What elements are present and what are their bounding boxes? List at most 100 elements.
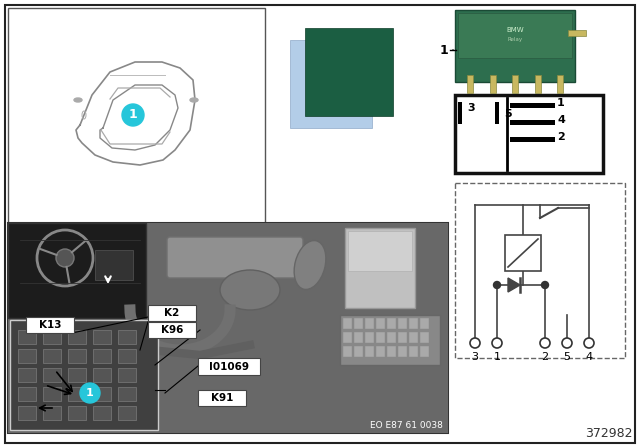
Circle shape bbox=[56, 249, 74, 267]
Bar bbox=[43, 387, 61, 401]
Bar bbox=[8, 223, 146, 318]
Text: BMW: BMW bbox=[506, 27, 524, 33]
Bar bbox=[505, 235, 541, 271]
Bar bbox=[68, 368, 86, 382]
Bar bbox=[43, 368, 61, 382]
FancyBboxPatch shape bbox=[167, 237, 303, 278]
Bar bbox=[510, 120, 555, 125]
Ellipse shape bbox=[294, 241, 326, 289]
Circle shape bbox=[122, 104, 144, 126]
Text: I01069: I01069 bbox=[209, 362, 249, 371]
Bar bbox=[93, 368, 111, 382]
Bar bbox=[290, 40, 372, 128]
Bar bbox=[398, 332, 407, 343]
Text: 1: 1 bbox=[129, 108, 138, 121]
Bar bbox=[340, 315, 440, 365]
Bar bbox=[118, 349, 136, 363]
Text: Relay: Relay bbox=[508, 38, 523, 43]
Bar bbox=[365, 346, 374, 357]
Bar bbox=[26, 317, 74, 333]
Bar bbox=[95, 250, 133, 280]
Bar bbox=[198, 390, 246, 406]
Bar bbox=[387, 318, 396, 329]
Circle shape bbox=[470, 338, 480, 348]
Bar bbox=[458, 102, 462, 124]
Bar bbox=[387, 346, 396, 357]
Bar bbox=[43, 349, 61, 363]
Bar bbox=[343, 346, 352, 357]
Bar bbox=[420, 332, 429, 343]
Ellipse shape bbox=[74, 98, 82, 102]
Bar bbox=[376, 346, 385, 357]
Text: K91: K91 bbox=[211, 393, 233, 403]
Bar bbox=[43, 330, 61, 344]
Circle shape bbox=[540, 338, 550, 348]
Bar bbox=[354, 318, 363, 329]
Text: 3: 3 bbox=[472, 352, 479, 362]
Bar bbox=[10, 320, 158, 430]
Bar bbox=[343, 318, 352, 329]
Circle shape bbox=[80, 383, 100, 403]
Bar bbox=[68, 330, 86, 344]
Bar bbox=[510, 103, 555, 108]
Bar bbox=[510, 137, 555, 142]
Polygon shape bbox=[508, 278, 520, 292]
Bar bbox=[557, 75, 563, 93]
Bar bbox=[8, 223, 448, 433]
Bar bbox=[365, 332, 374, 343]
Circle shape bbox=[493, 281, 500, 289]
Circle shape bbox=[584, 338, 594, 348]
Bar bbox=[305, 28, 393, 116]
Text: 3: 3 bbox=[467, 103, 475, 113]
Text: 1: 1 bbox=[439, 43, 448, 56]
Bar bbox=[118, 330, 136, 344]
Bar bbox=[93, 330, 111, 344]
Bar bbox=[148, 322, 196, 338]
Text: K13: K13 bbox=[39, 320, 61, 330]
Bar bbox=[348, 231, 412, 271]
Bar bbox=[18, 406, 36, 420]
Bar bbox=[455, 95, 603, 173]
Text: K2: K2 bbox=[164, 308, 180, 318]
Bar bbox=[458, 13, 572, 58]
Bar bbox=[420, 346, 429, 357]
Bar bbox=[68, 349, 86, 363]
Text: 1: 1 bbox=[557, 98, 564, 108]
Bar bbox=[8, 8, 265, 223]
Text: 4: 4 bbox=[557, 115, 565, 125]
Bar bbox=[93, 349, 111, 363]
Bar bbox=[118, 387, 136, 401]
Bar bbox=[354, 346, 363, 357]
Bar bbox=[409, 318, 418, 329]
Bar bbox=[198, 358, 260, 375]
Bar bbox=[512, 75, 518, 93]
Ellipse shape bbox=[190, 98, 198, 102]
Text: K96: K96 bbox=[161, 325, 183, 335]
Circle shape bbox=[541, 281, 548, 289]
Bar bbox=[93, 387, 111, 401]
Bar bbox=[18, 330, 36, 344]
Bar bbox=[376, 332, 385, 343]
Text: 1: 1 bbox=[493, 352, 500, 362]
Bar bbox=[387, 332, 396, 343]
Text: 5: 5 bbox=[563, 352, 570, 362]
Text: 4: 4 bbox=[586, 352, 593, 362]
Circle shape bbox=[562, 338, 572, 348]
Bar bbox=[534, 75, 541, 93]
Bar bbox=[118, 368, 136, 382]
Bar bbox=[420, 318, 429, 329]
Text: 372982: 372982 bbox=[586, 427, 633, 440]
Ellipse shape bbox=[220, 270, 280, 310]
Bar bbox=[18, 387, 36, 401]
Bar bbox=[455, 10, 575, 82]
Bar bbox=[8, 223, 448, 433]
Bar bbox=[68, 387, 86, 401]
Bar bbox=[467, 75, 473, 93]
Text: 5: 5 bbox=[504, 109, 511, 119]
Text: EO E87 61 0038: EO E87 61 0038 bbox=[370, 421, 443, 430]
Bar bbox=[18, 349, 36, 363]
Bar bbox=[455, 183, 625, 358]
Bar bbox=[148, 305, 196, 321]
Bar bbox=[376, 318, 385, 329]
Bar bbox=[345, 228, 415, 308]
